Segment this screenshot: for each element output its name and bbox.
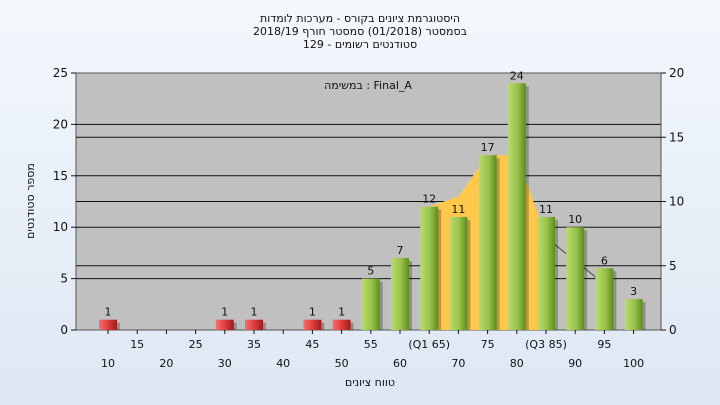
- bar-55: [361, 278, 380, 330]
- x-tick-label: 40: [276, 357, 290, 370]
- y2-tick-label: 10: [669, 195, 684, 209]
- x-tick-label: 50: [335, 357, 349, 370]
- x-tick-label: 45: [305, 338, 319, 351]
- y2-tick-label: 20: [669, 66, 684, 80]
- x-tick-label: 60: [393, 357, 407, 370]
- chart-title-line1: היסטוגרמת ציונים בקורס - מערכות לומדות: [260, 12, 460, 25]
- y-tick-label: 5: [60, 272, 68, 286]
- value-label: 7: [397, 244, 404, 257]
- y-axis-left: 0 5 10 15 20 25: [53, 66, 76, 337]
- x-tick-label: (Q3 85): [525, 338, 567, 351]
- bar-80: [507, 83, 526, 330]
- y-axis-right: 0 5 10 15 20: [661, 66, 684, 337]
- x-tick-label: 80: [510, 357, 524, 370]
- x-tick-label: 100: [623, 357, 644, 370]
- bar-series: [99, 83, 646, 330]
- x-tick-label: 95: [597, 338, 611, 351]
- value-label: 5: [367, 265, 374, 278]
- x-tick-label: 90: [568, 357, 582, 370]
- x-tick-label: (Q1 65): [408, 338, 450, 351]
- value-label: 1: [338, 306, 345, 319]
- value-label: 1: [105, 306, 112, 319]
- y-tick-label: 25: [53, 66, 68, 80]
- x-tick-label: 10: [101, 357, 115, 370]
- x-tick-label: 15: [130, 338, 144, 351]
- y-tick-label: 20: [53, 117, 68, 131]
- bar-45: [303, 319, 322, 330]
- x-tick-label: 55: [364, 338, 378, 351]
- x-tick-label: 25: [189, 338, 203, 351]
- bar-60: [391, 258, 409, 330]
- value-label: 11: [539, 203, 553, 216]
- value-label: 3: [630, 285, 637, 298]
- bar-(Q3 85): [537, 216, 555, 330]
- y2-tick-label: 15: [669, 130, 684, 144]
- x-tick-label: 75: [481, 338, 495, 351]
- y-tick-label: 0: [60, 323, 68, 337]
- value-label: 6: [601, 254, 608, 267]
- y2-tick-label: 5: [669, 259, 677, 273]
- x-tick-label: 35: [247, 338, 261, 351]
- value-label: 24: [510, 69, 524, 82]
- x-axis: 10 15 20 25 30 35 40 45 50 55 60(Q1 65)70 75 80(Q3 8…: [101, 330, 644, 370]
- value-label: 12: [422, 193, 436, 206]
- bar-10: [99, 319, 117, 330]
- chart-annotation: במשימה : Final_A: [324, 79, 412, 92]
- value-label: 1: [221, 306, 228, 319]
- gridlines: [76, 123, 661, 280]
- y2-tick-label: 0: [669, 323, 677, 337]
- bar-100: [624, 299, 643, 330]
- bar-75: [478, 155, 497, 330]
- bar-70: [449, 216, 468, 330]
- value-label: 1: [251, 306, 258, 319]
- bar-30: [215, 319, 234, 330]
- x-tick-label: 20: [159, 357, 173, 370]
- y-tick-label: 15: [53, 169, 68, 183]
- x-tick-label: 30: [218, 357, 232, 370]
- bar-95: [595, 268, 614, 330]
- bar-35: [245, 319, 263, 330]
- chart-title-line3: סטודנטים רשומים - 129: [303, 38, 417, 51]
- value-label: 11: [451, 203, 465, 216]
- value-label: 10: [568, 213, 582, 226]
- y-axis-label: מספר סטודנטים: [24, 163, 37, 239]
- bar-50: [332, 319, 351, 330]
- bar-(Q1 65): [420, 206, 439, 330]
- x-axis-label: טווח ציונים: [345, 376, 395, 389]
- chart-title-line2: בסמסטר (01/2018) סמסטר חורף 2018/19: [253, 25, 467, 38]
- value-label: 17: [481, 141, 495, 154]
- y-tick-label: 10: [53, 220, 68, 234]
- value-label: 1: [309, 306, 316, 319]
- bar-90: [566, 227, 585, 330]
- x-tick-label: 70: [451, 357, 465, 370]
